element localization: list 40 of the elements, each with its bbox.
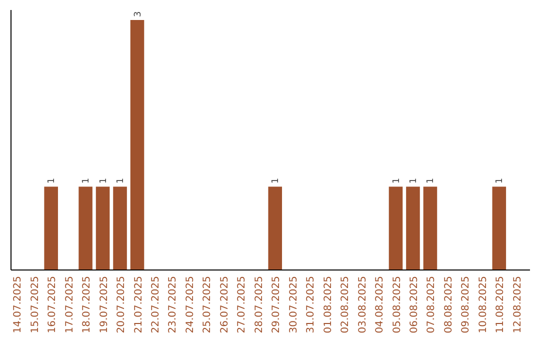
x-tick-label: 03.08.2025 (357, 276, 368, 334)
x-tick-label: 28.07.2025 (254, 276, 265, 334)
x-tick-label: 07.08.2025 (426, 276, 438, 334)
x-tick-label: 20.07.2025 (116, 276, 128, 334)
data-label: 1 (495, 178, 506, 184)
x-tick-label: 05.08.2025 (392, 276, 403, 334)
x-tick-label: 25.07.2025 (202, 276, 214, 334)
x-tick-label: 21.07.2025 (133, 276, 144, 334)
x-tick-label: 08.08.2025 (443, 276, 454, 334)
x-tick-label: 18.07.2025 (82, 276, 93, 334)
x-tick-label: 17.07.2025 (64, 276, 76, 334)
x-tick-label: 01.08.2025 (322, 276, 334, 334)
x-tick-label: 22.07.2025 (150, 276, 162, 334)
data-label: 1 (392, 178, 402, 184)
x-tick-label: 04.08.2025 (374, 276, 386, 334)
x-tick-label: 31.07.2025 (306, 276, 317, 334)
data-label: 3 (133, 11, 144, 17)
x-tick-label: 06.08.2025 (408, 276, 420, 334)
x-tick-label: 26.07.2025 (219, 276, 230, 334)
x-tick-label: 15.07.2025 (30, 276, 41, 334)
x-tick-label: 24.07.2025 (184, 276, 196, 334)
x-tick-label: 29.07.2025 (271, 276, 282, 334)
x-tick-label: 02.08.2025 (340, 276, 352, 334)
data-label: 1 (82, 178, 92, 184)
x-tick-label: 16.07.2025 (47, 276, 58, 334)
x-tick-label: 27.07.2025 (236, 276, 248, 334)
data-label: 1 (116, 178, 126, 184)
data-label: 1 (98, 178, 109, 184)
data-label: 1 (426, 178, 436, 184)
data-label: 1 (408, 178, 419, 184)
x-tick-label: 12.08.2025 (512, 276, 524, 334)
x-tick-label: 23.07.2025 (168, 276, 179, 334)
x-tick-label: 09.08.2025 (460, 276, 472, 334)
x-tick-label: 14.07.2025 (12, 276, 24, 334)
x-tick-label: 30.07.2025 (288, 276, 300, 334)
data-label: 1 (47, 178, 58, 184)
x-tick-label: 11.08.2025 (495, 276, 506, 334)
data-label: 1 (271, 178, 282, 184)
x-tick-label: 19.07.2025 (98, 276, 110, 334)
x-tick-label: 10.08.2025 (478, 276, 489, 334)
